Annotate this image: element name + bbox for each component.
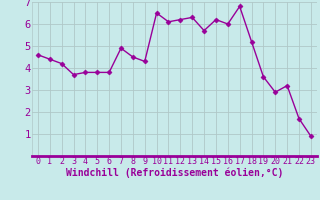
X-axis label: Windchill (Refroidissement éolien,°C): Windchill (Refroidissement éolien,°C) xyxy=(66,168,283,178)
